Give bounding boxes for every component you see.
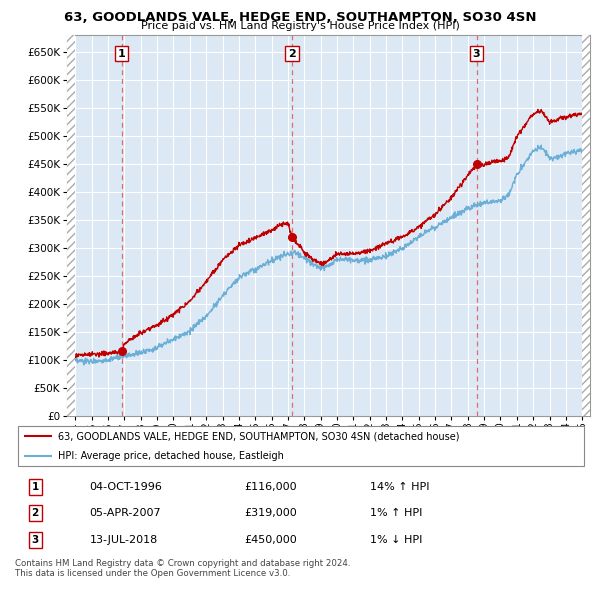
Text: 63, GOODLANDS VALE, HEDGE END, SOUTHAMPTON, SO30 4SN (detached house): 63, GOODLANDS VALE, HEDGE END, SOUTHAMPT… xyxy=(58,431,460,441)
Text: £319,000: £319,000 xyxy=(244,508,297,518)
Text: 2: 2 xyxy=(31,508,38,518)
Text: 3: 3 xyxy=(473,49,481,59)
Text: This data is licensed under the Open Government Licence v3.0.: This data is licensed under the Open Gov… xyxy=(15,569,290,578)
Text: £116,000: £116,000 xyxy=(244,483,297,492)
Text: 04-OCT-1996: 04-OCT-1996 xyxy=(89,483,163,492)
Text: 2: 2 xyxy=(288,49,296,59)
Text: 63, GOODLANDS VALE, HEDGE END, SOUTHAMPTON, SO30 4SN: 63, GOODLANDS VALE, HEDGE END, SOUTHAMPT… xyxy=(64,11,536,24)
Text: Price paid vs. HM Land Registry's House Price Index (HPI): Price paid vs. HM Land Registry's House … xyxy=(140,21,460,31)
Text: 1% ↓ HPI: 1% ↓ HPI xyxy=(370,535,422,545)
Text: 1% ↑ HPI: 1% ↑ HPI xyxy=(370,508,422,518)
Text: 1: 1 xyxy=(31,483,38,492)
Text: HPI: Average price, detached house, Eastleigh: HPI: Average price, detached house, East… xyxy=(58,451,284,461)
Text: 1: 1 xyxy=(118,49,125,59)
FancyBboxPatch shape xyxy=(18,427,584,466)
Text: 14% ↑ HPI: 14% ↑ HPI xyxy=(370,483,430,492)
Text: 05-APR-2007: 05-APR-2007 xyxy=(89,508,161,518)
Text: £450,000: £450,000 xyxy=(244,535,297,545)
Text: Contains HM Land Registry data © Crown copyright and database right 2024.: Contains HM Land Registry data © Crown c… xyxy=(15,559,350,568)
Bar xyxy=(67,24,76,416)
Text: 13-JUL-2018: 13-JUL-2018 xyxy=(89,535,158,545)
Text: 3: 3 xyxy=(31,535,38,545)
Bar xyxy=(582,24,590,416)
